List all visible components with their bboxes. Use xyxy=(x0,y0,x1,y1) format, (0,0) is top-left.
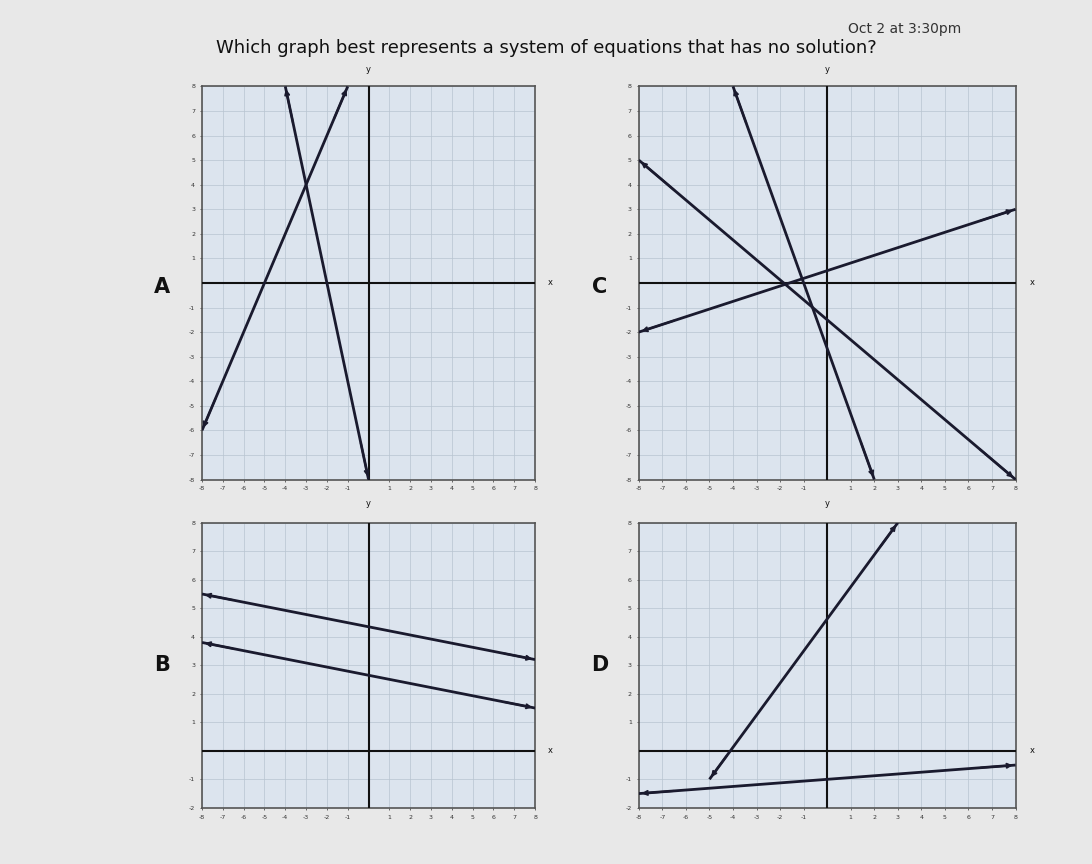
Text: A: A xyxy=(154,276,169,297)
Text: C: C xyxy=(592,276,607,297)
Text: x: x xyxy=(547,278,553,288)
Text: Which graph best represents a system of equations that has no solution?: Which graph best represents a system of … xyxy=(215,39,877,57)
Text: B: B xyxy=(154,655,169,676)
Text: y: y xyxy=(824,65,830,74)
Text: x: x xyxy=(547,746,553,755)
Text: y: y xyxy=(366,499,371,508)
Text: x: x xyxy=(1030,278,1035,288)
Text: D: D xyxy=(591,655,608,676)
Text: Oct 2 at 3:30pm: Oct 2 at 3:30pm xyxy=(847,22,961,35)
Text: x: x xyxy=(1030,746,1035,755)
Text: y: y xyxy=(366,65,371,74)
Text: y: y xyxy=(824,499,830,508)
